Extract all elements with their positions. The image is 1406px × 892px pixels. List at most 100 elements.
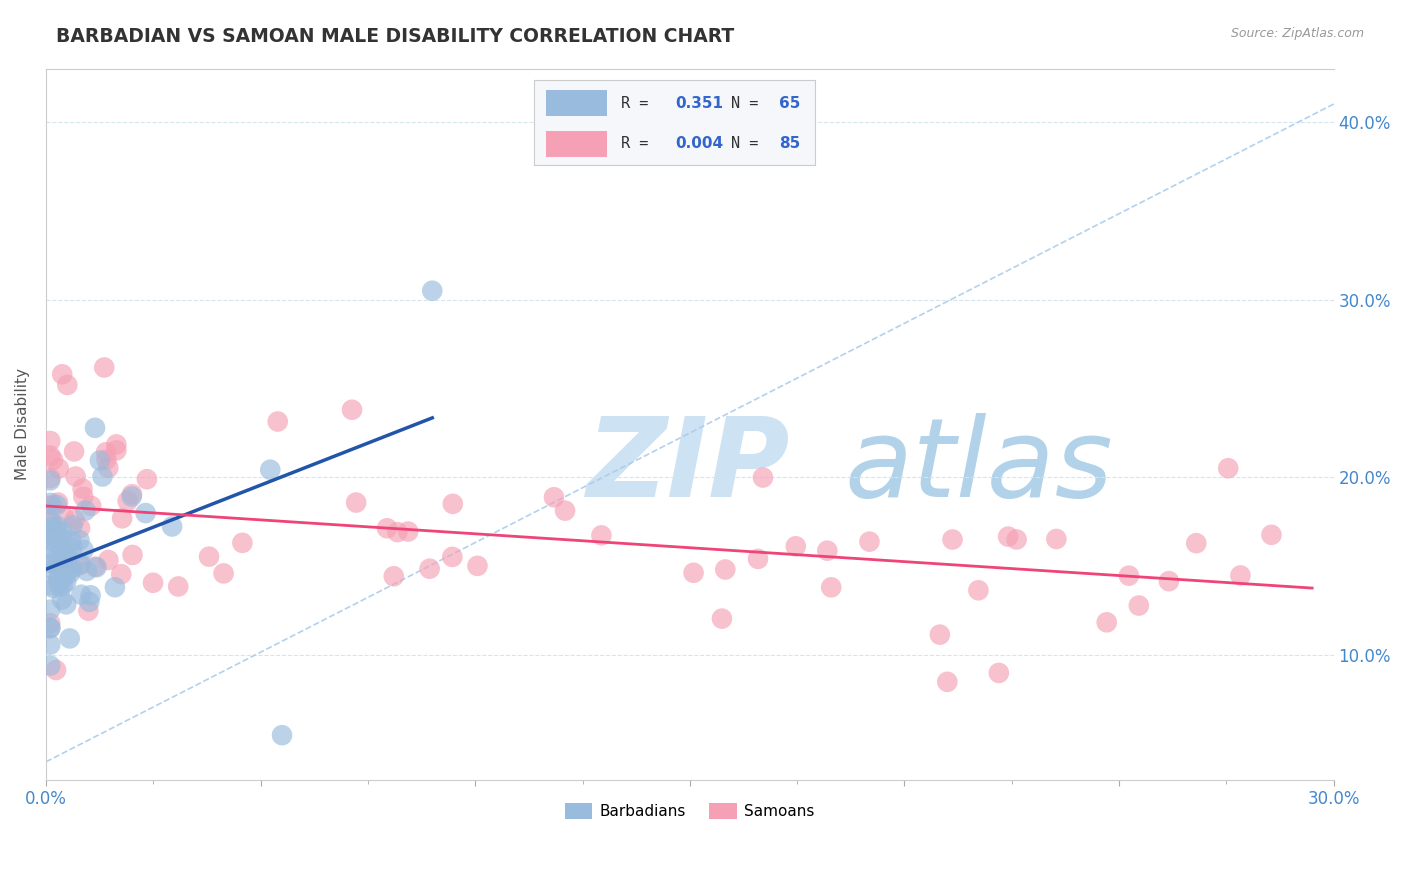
Point (53, 510, 76, 524)
Point (51, 368, 73, 382)
Point (441, 549, 464, 564)
Text: R =: R = (621, 136, 658, 152)
Point (89, 453, 111, 467)
Point (59, 566, 82, 580)
Point (39, 638, 62, 652)
Point (48, 461, 70, 475)
Point (48, 575, 70, 590)
Point (1045, 532, 1067, 546)
Point (52, 558, 75, 573)
Point (121, 487, 143, 501)
Point (1185, 536, 1208, 550)
Point (105, 443, 128, 458)
Point (39, 529, 62, 543)
Point (45, 529, 67, 543)
Point (420, 284, 443, 298)
Point (39, 449, 62, 463)
Point (39, 602, 62, 616)
Text: 65: 65 (779, 95, 800, 111)
Point (39, 496, 62, 510)
Point (79, 595, 101, 609)
Point (1128, 599, 1150, 613)
Point (94, 445, 117, 459)
Point (96, 452, 118, 467)
Point (60, 560, 83, 574)
Point (56, 563, 79, 577)
Point (84, 421, 107, 435)
Point (46, 558, 69, 573)
Point (45, 557, 67, 571)
Point (987, 665, 1010, 680)
Point (59, 632, 82, 646)
Point (167, 579, 190, 593)
Point (682, 566, 704, 580)
Point (747, 552, 769, 566)
Text: R =: R = (621, 95, 658, 111)
Point (941, 533, 963, 547)
Point (65, 469, 87, 483)
Point (56, 548, 79, 562)
Point (41, 499, 63, 513)
Point (543, 490, 565, 504)
Point (75, 503, 97, 517)
Point (231, 536, 253, 550)
Point (396, 524, 419, 539)
Point (375, 521, 398, 535)
Point (967, 583, 990, 598)
Point (77, 604, 100, 618)
Point (91, 469, 114, 483)
Point (259, 463, 281, 477)
Text: Source: ZipAtlas.com: Source: ZipAtlas.com (1230, 27, 1364, 40)
Point (39, 471, 62, 485)
Point (52, 546, 75, 560)
Point (97, 553, 120, 567)
Point (42, 581, 65, 595)
Point (121, 490, 143, 504)
Point (344, 495, 367, 509)
Point (271, 728, 294, 742)
Point (39, 555, 62, 569)
Point (820, 580, 842, 594)
Point (39, 616, 62, 631)
Legend: Barbadians, Samoans: Barbadians, Samoans (558, 797, 821, 825)
Point (70, 588, 93, 602)
Point (69, 533, 91, 548)
Point (72, 542, 94, 557)
Point (39, 621, 62, 635)
Point (387, 525, 409, 540)
Y-axis label: Male Disability: Male Disability (15, 368, 30, 480)
Point (55, 598, 77, 612)
Point (69, 558, 91, 572)
Text: BARBADIAN VS SAMOAN MALE DISABILITY CORRELATION CHART: BARBADIAN VS SAMOAN MALE DISABILITY CORR… (56, 27, 734, 45)
Text: atlas: atlas (845, 413, 1114, 520)
Point (42, 453, 65, 467)
Point (111, 511, 134, 525)
Point (467, 558, 489, 573)
Point (70, 557, 93, 571)
Point (815, 543, 838, 558)
Point (84, 559, 107, 574)
Point (136, 472, 159, 486)
Point (52, 578, 75, 592)
Point (1260, 528, 1282, 542)
Text: ZIP: ZIP (586, 413, 790, 520)
Point (56, 559, 79, 574)
Point (42, 563, 65, 577)
Point (45, 536, 67, 550)
Point (55, 575, 77, 590)
Point (93, 360, 115, 375)
Point (1229, 568, 1251, 582)
Point (46, 519, 69, 533)
Point (142, 575, 165, 590)
Text: N =: N = (731, 136, 768, 152)
Point (51, 592, 73, 607)
Point (42, 544, 65, 558)
Text: 0.004: 0.004 (675, 136, 723, 152)
Point (1005, 533, 1028, 547)
Point (48, 580, 70, 594)
Point (53, 551, 76, 566)
Point (46, 495, 69, 509)
Point (198, 549, 221, 564)
Point (710, 612, 733, 626)
Point (79, 588, 101, 602)
